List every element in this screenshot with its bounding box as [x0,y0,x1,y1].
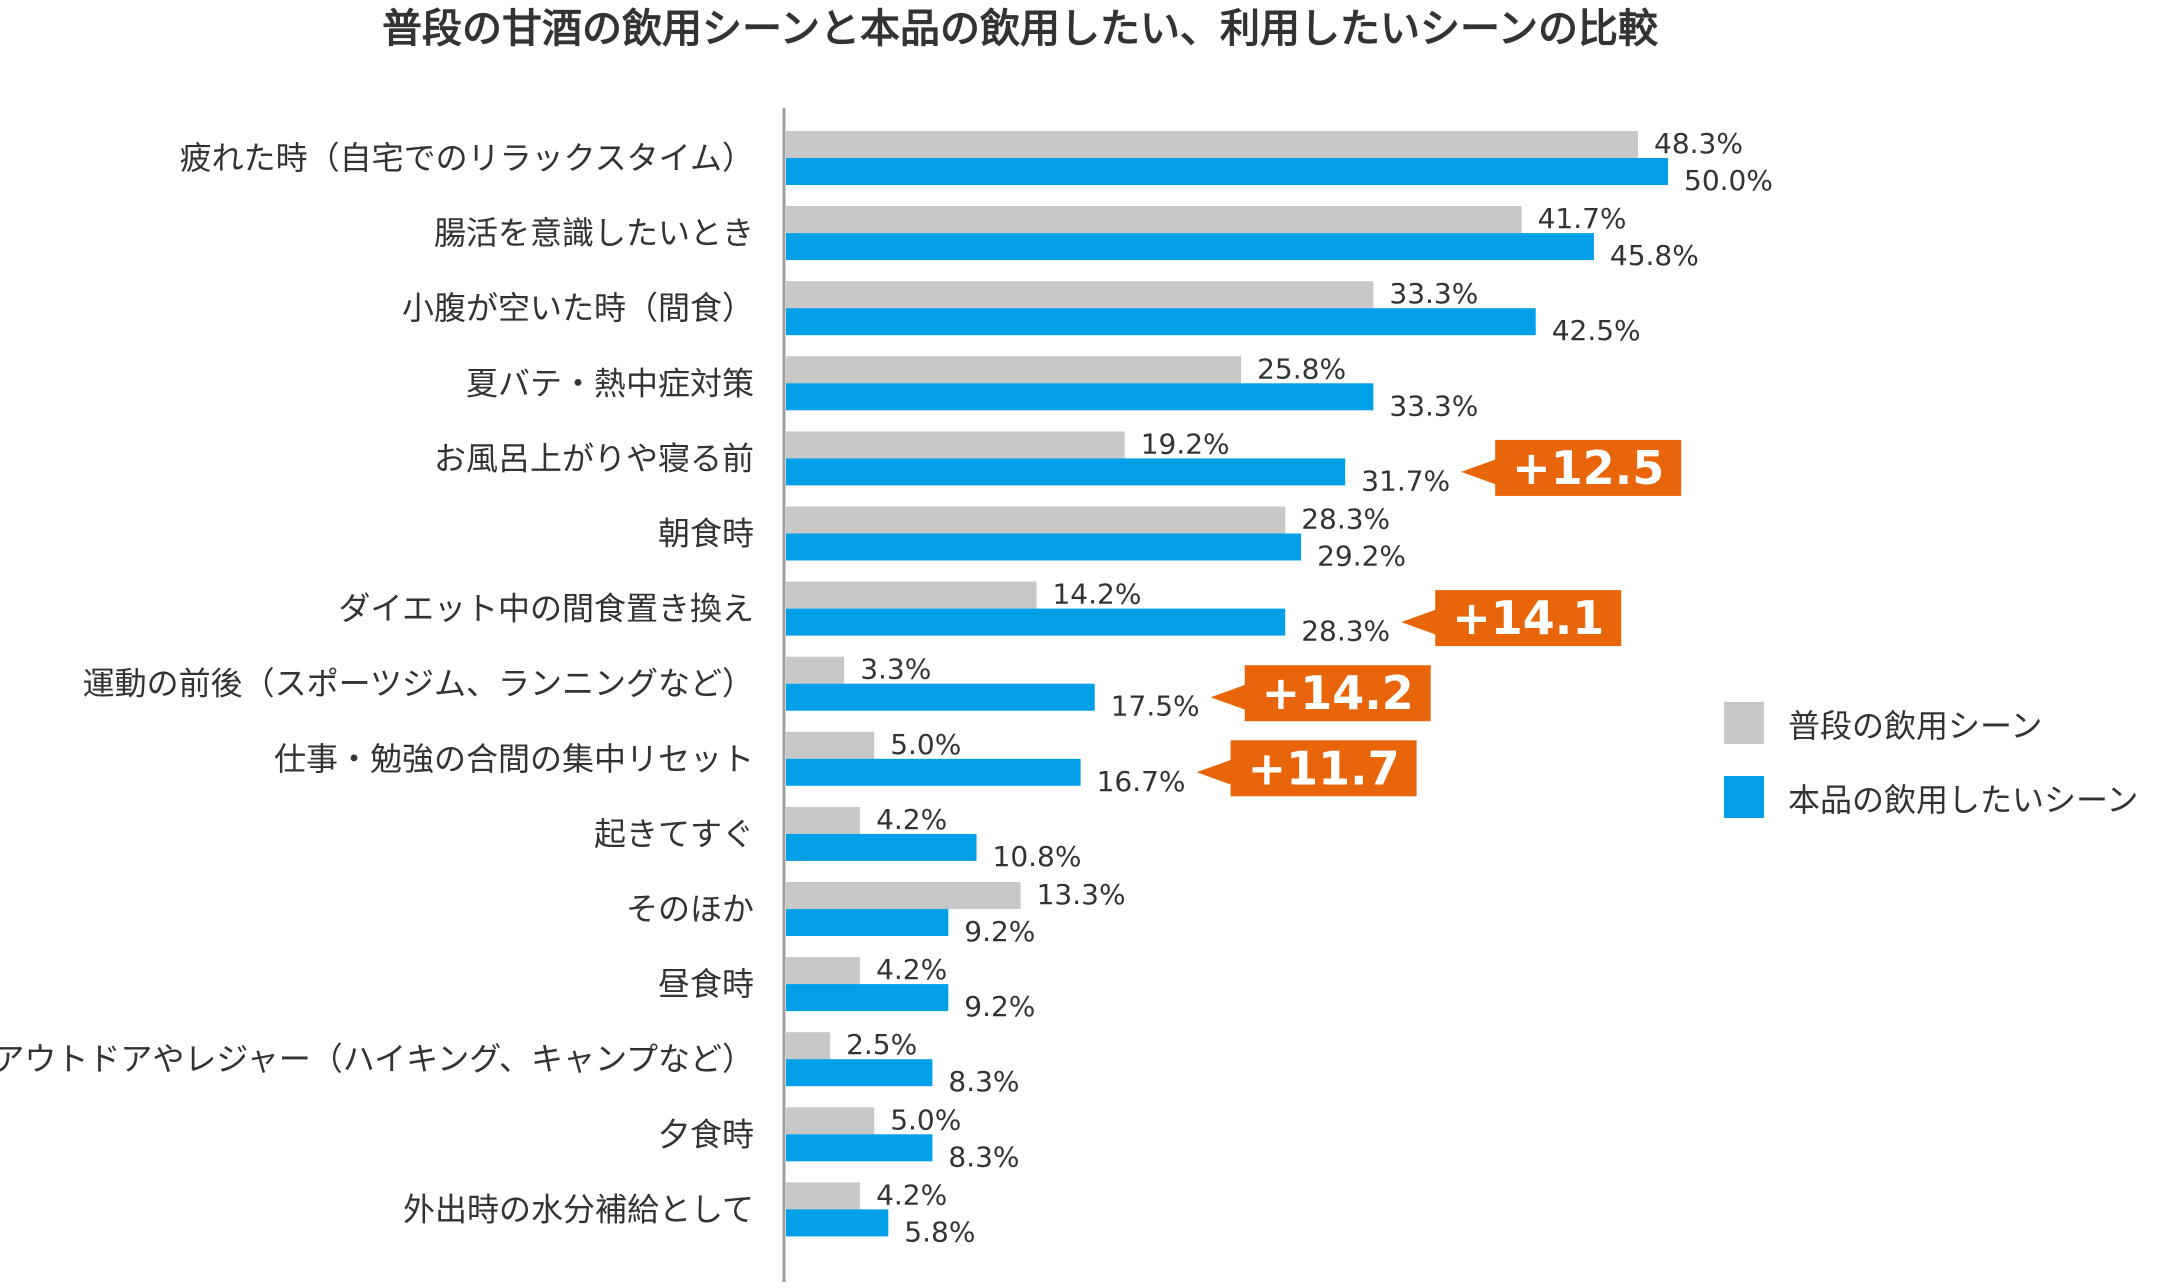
bar-usual [786,882,1021,909]
value-label-usual: 3.3% [860,653,931,686]
bar-product [786,909,949,936]
bar-usual [786,356,1242,384]
value-label-product: 50.0% [1684,164,1773,197]
bar-product [786,608,1286,636]
bar-product [786,458,1346,486]
callout-pointer [1401,609,1438,636]
value-label-usual: 19.2% [1141,427,1230,460]
bar-usual [786,431,1125,459]
chart-title: 普段の甘酒の飲用シーンと本品の飲用したい、利用したいシーンの比較 [382,6,1659,52]
value-label-product: 28.3% [1301,615,1390,648]
value-label-product: 9.2% [964,915,1035,948]
bar-product [786,233,1594,261]
callout-box [1435,590,1622,647]
callout-label: +11.7 [1248,741,1400,795]
callout-pointer [1196,759,1233,786]
callout-box [1230,740,1417,797]
callout-label: +12.5 [1512,441,1664,495]
category-label: 起きてすぐ [594,815,754,853]
category-label: 小腹が空いた時（間食） [402,289,754,327]
category-label: 外出時の水分補給として [403,1190,754,1228]
value-label-product: 9.2% [964,990,1035,1023]
bar-product [786,383,1374,411]
category-label: 夕食時 [658,1115,754,1153]
bar-usual [786,957,861,985]
bar-product [786,1209,889,1237]
bar-usual [786,806,861,834]
legend-label-product: 本品の飲用したいシーン [1788,781,2138,819]
bar-usual [786,281,1374,309]
callout-pointer [1210,684,1247,711]
value-label-usual: 4.2% [876,1178,947,1211]
value-label-usual: 4.2% [876,803,947,836]
value-label-usual: 4.2% [876,953,947,986]
category-label: 夏バテ・熱中症対策 [466,364,754,402]
legend-swatch-product [1724,776,1764,818]
value-label-usual: 33.3% [1389,277,1478,310]
category-label: 疲れた時（自宅でのリラックスタイム） [180,139,754,177]
bar-product [786,833,977,861]
value-label-usual: 25.8% [1257,352,1346,385]
category-label: 朝食時 [658,515,754,553]
value-label-usual: 14.2% [1052,578,1141,611]
category-label: 仕事・勉強の合間の集中リセット [274,740,754,778]
value-label-product: 17.5% [1111,690,1200,723]
bar-product [786,533,1302,561]
value-label-product: 45.8% [1610,239,1699,272]
bar-product [786,308,1536,336]
callout-box [1244,665,1431,722]
value-label-product: 42.5% [1552,314,1641,347]
bar-usual [786,731,875,759]
value-label-usual: 2.5% [846,1028,917,1061]
category-label: アウトドアやレジャー（ハイキング、キャンプなど） [0,1040,754,1078]
bar-usual [786,581,1037,609]
value-label-product: 31.7% [1361,464,1450,497]
category-label: 腸活を意識したいとき [434,214,754,252]
value-label-usual: 13.3% [1037,878,1126,911]
bar-usual [786,506,1286,534]
callout-pointer [1461,458,1498,485]
bar-product [786,758,1081,786]
legend-swatch-usual [1724,702,1764,744]
value-label-product: 16.7% [1097,765,1186,798]
value-label-usual: 28.3% [1301,503,1390,536]
callout-label: +14.2 [1262,666,1414,720]
callout-label: +14.1 [1452,591,1604,645]
callout-box [1495,439,1682,496]
bar-product [786,1059,933,1087]
category-label: お風呂上がりや寝る前 [434,439,754,477]
category-label: ダイエット中の間食置き換え [338,590,754,628]
legend: 普段の飲用シーン 本品の飲用したいシーン [1724,702,2138,819]
value-label-usual: 5.0% [890,1103,961,1136]
bars-layer: 疲れた時（自宅でのリラックスタイム） 48.3% 50.0% 腸活を意識したいとき 41… [0,127,1773,1248]
bar-usual [786,1182,861,1210]
category-label: 昼食時 [658,965,754,1003]
bar-product [786,984,949,1012]
bar-usual [786,206,1522,234]
value-label-product: 5.8% [904,1215,975,1248]
bar-product [786,1134,933,1162]
value-label-usual: 5.0% [890,728,961,761]
bar-product [786,158,1668,185]
bar-usual [786,656,845,684]
legend-label-usual: 普段の飲用シーン [1788,707,2042,745]
bar-usual [786,1107,875,1135]
bar-usual [786,131,1639,158]
category-label: そのほか [626,890,754,928]
value-label-product: 33.3% [1389,389,1478,422]
value-label-usual: 48.3% [1654,127,1743,160]
bar-usual [786,1032,831,1060]
bar-product [786,683,1095,711]
value-label-product: 29.2% [1317,540,1406,573]
value-label-usual: 41.7% [1538,202,1627,235]
value-label-product: 8.3% [948,1065,1019,1098]
value-label-product: 10.8% [993,840,1082,873]
value-label-product: 8.3% [948,1140,1019,1173]
category-label: 運動の前後（スポーツジム、ランニングなど） [83,665,754,703]
